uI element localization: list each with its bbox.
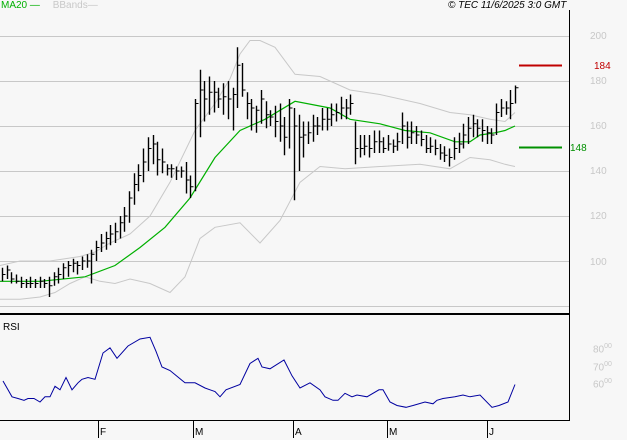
rsi-label-70: 7000 [593,361,612,374]
legend-ma20-swatch: — [27,0,40,11]
y-label-200: 200 [590,31,607,42]
month-label-mar: M [195,427,204,438]
ohlc-bars [1,47,519,297]
support-label: 148 [570,143,587,154]
ma20-line [0,100,516,282]
legend-bbands-swatch: — [87,0,98,11]
month-ticks [98,421,488,438]
legend-bbands: BBands [52,0,88,11]
y-label-140: 140 [590,166,607,177]
month-label-may: M [389,427,398,438]
month-label-feb: F [100,427,107,438]
copyright-timestamp: © TEC 11/6/2025 3:0 GMT [448,0,567,11]
legend: MA20 — BBands— [1,0,98,12]
y-label-160: 160 [590,121,607,132]
y-label-120: 120 [590,211,607,222]
legend-ma20: MA20 [1,0,28,11]
y-label-100: 100 [590,257,607,268]
rsi-label-80: 8000 [593,343,612,356]
target-lines [519,64,562,149]
rsi-label-60: 6000 [593,378,612,391]
rsi-line [2,336,516,408]
rsi-title: RSI [3,322,20,333]
month-label-jun: J [489,427,494,438]
month-label-apr: A [295,427,302,438]
price-gridlines [0,36,569,307]
y-label-180: 180 [590,76,607,87]
chart-frame [0,10,570,421]
resistance-label: 184 [594,61,611,72]
bollinger-bands [0,40,516,300]
